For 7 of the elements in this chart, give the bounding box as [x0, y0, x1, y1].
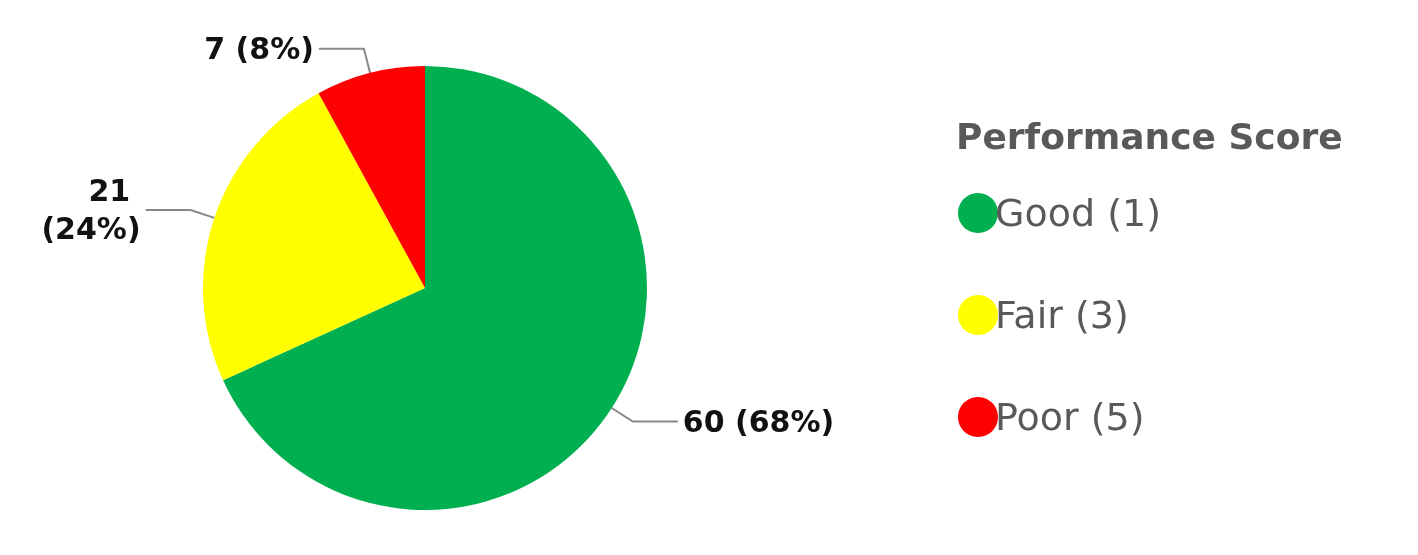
data-label: 21 (24%) [41, 173, 141, 247]
data-label: 7 (8%) [204, 31, 314, 67]
legend-title: Performance Score [956, 115, 1343, 157]
data-label: 60 (68%) [682, 404, 835, 440]
legend-label: Poor (5) [995, 395, 1145, 439]
legend-label: Fair (3) [995, 293, 1129, 337]
legend-label: Good (1) [995, 191, 1161, 235]
